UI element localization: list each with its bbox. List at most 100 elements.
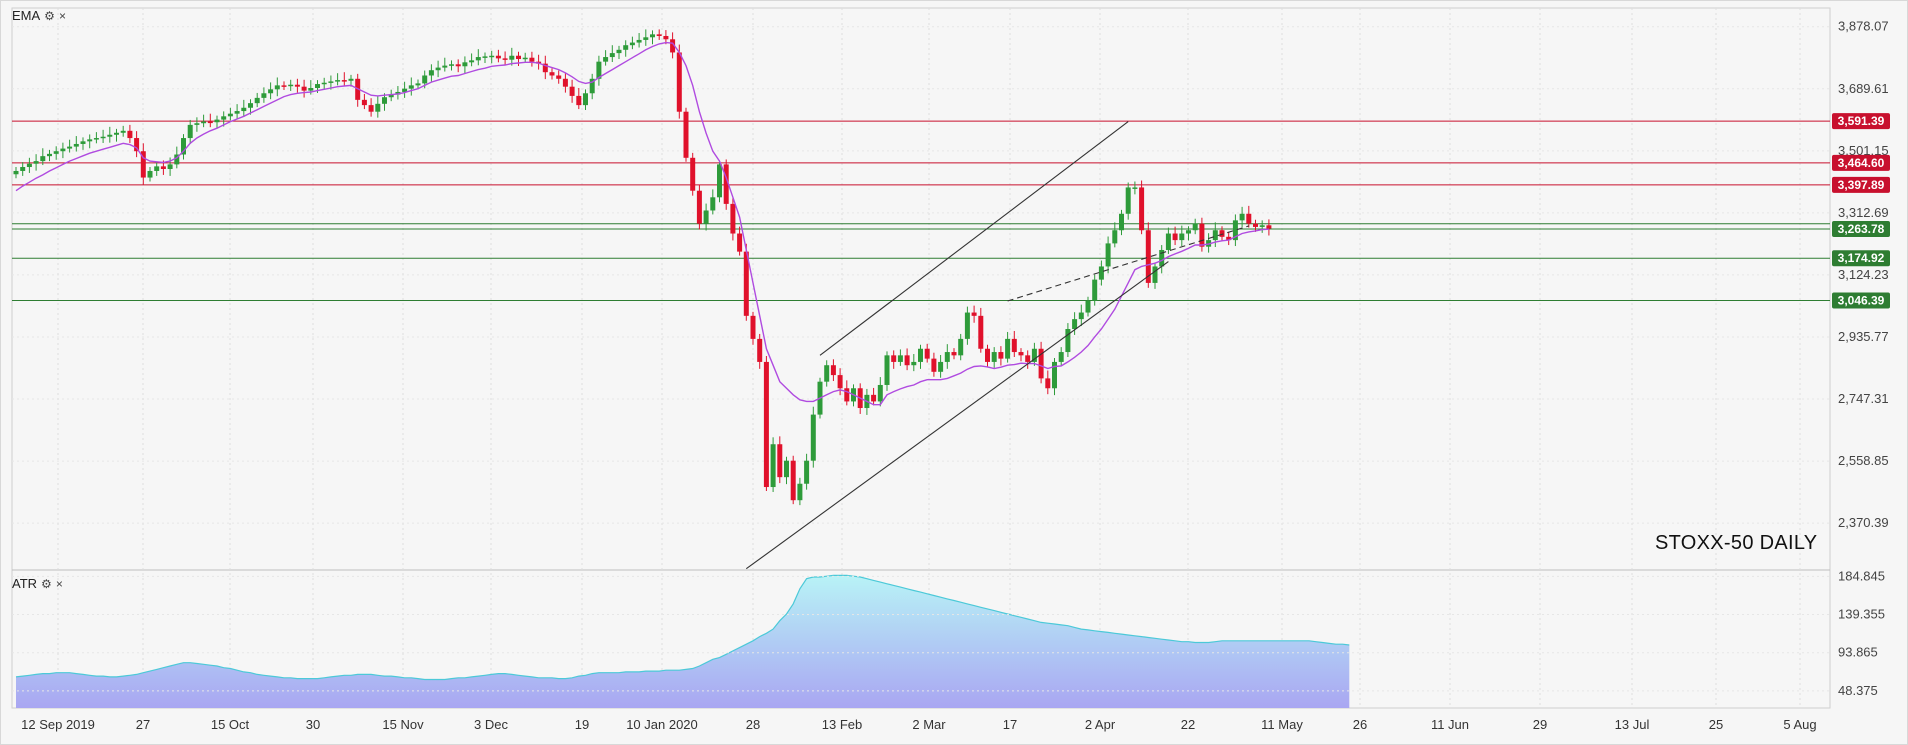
atr-tick-label: 139.355 [1838,607,1885,622]
candle-up [918,348,923,362]
candle-down [576,95,582,106]
x-tick-label: 10 Jan 2020 [626,717,698,732]
candle-down [676,52,682,112]
level-tag-label: 3,174.92 [1838,251,1885,265]
candle-up [1125,187,1131,214]
candle-up [40,156,46,162]
candle-down [663,35,669,40]
y-tick-label: 3,689.61 [1838,81,1889,96]
close-icon[interactable]: × [58,8,66,23]
candle-up [1152,266,1158,283]
candle-up [509,55,515,60]
settings-icon[interactable]: ⚙ [41,576,52,591]
candle-up [120,130,126,133]
candle-up [616,49,622,54]
settings-icon[interactable]: ⚙ [44,8,55,23]
candle-up [308,88,314,91]
candle-up [710,197,716,211]
candle-up [482,56,488,58]
ema-indicator-header[interactable]: EMA ⚙ × [12,8,66,23]
candle-down [529,57,535,62]
candle-up [1031,348,1037,362]
candle-down [750,315,756,339]
atr-tick-label: 184.845 [1838,568,1885,583]
level-tag-label: 3,397.89 [1838,178,1885,192]
candle-up [415,83,421,86]
candle-up [1065,329,1071,353]
candle-up [522,57,528,60]
candle-up [1092,279,1098,301]
candle-up [469,60,475,63]
candle-up [589,78,595,94]
candle-up [650,34,655,38]
candle-up [596,61,602,79]
candle-up [703,210,709,224]
candle-up [991,352,997,362]
candle-down [134,138,140,152]
candle-up [167,164,173,169]
candle-down [1038,348,1044,379]
candle-down [837,375,843,389]
atr-line [15,574,1350,681]
atr-indicator-header[interactable]: ATR ⚙ × [12,576,63,591]
candle-up [629,42,635,46]
candle-up [26,163,32,168]
candle-down [140,151,146,178]
candle-down [757,338,763,362]
candle-up [408,85,414,89]
x-tick-label: 28 [746,717,760,732]
candle-up [583,93,588,106]
candle-up [804,460,810,484]
candle-up [234,111,240,114]
candle-up [194,123,200,125]
candle-up [147,170,153,178]
candle-up [1159,249,1165,267]
candle-down [160,166,166,169]
candle-down [361,99,367,106]
candle-down [891,355,897,362]
candle-up [1192,223,1198,231]
x-tick-label: 5 Aug [1783,717,1816,732]
candle-up [375,103,381,112]
candle-up [321,82,327,85]
x-tick-label: 27 [136,717,150,732]
candle-down [294,84,300,87]
candle-up [335,80,341,82]
y-tick-label: 2,935.77 [1838,329,1889,344]
candle-down [569,86,575,96]
candle-down [1172,233,1178,241]
candle-up [187,124,193,139]
candle-up [53,151,59,154]
support-level-tag [1832,250,1890,267]
x-tick-label: 19 [575,717,589,732]
candle-up [227,113,233,117]
candle-up [475,57,481,61]
candle-up [717,164,722,198]
candle-up [897,355,903,362]
candle-up [214,119,220,123]
resistance-level-tag [1832,154,1890,171]
candle-down [1045,378,1051,389]
candle-up [87,139,93,142]
candle-up [435,67,441,71]
candle-down [844,388,850,402]
candle-down [737,233,743,252]
candle-up [315,84,320,89]
candle-up [1078,312,1084,320]
candle-down [743,251,749,316]
candle-down [562,78,568,87]
y-tick-label: 3,124.23 [1838,267,1889,282]
candle-up [93,138,99,140]
candle-down [683,111,689,158]
close-icon[interactable]: × [55,576,63,591]
candle-up [958,338,964,356]
candle-down [670,39,676,53]
candle-up [1098,266,1104,280]
candle-up [1112,230,1118,244]
candle-up [1232,220,1238,241]
candle-down [1266,225,1272,229]
candle-up [241,107,247,112]
candle-up [609,53,615,58]
x-tick-label: 2 Mar [912,717,946,732]
